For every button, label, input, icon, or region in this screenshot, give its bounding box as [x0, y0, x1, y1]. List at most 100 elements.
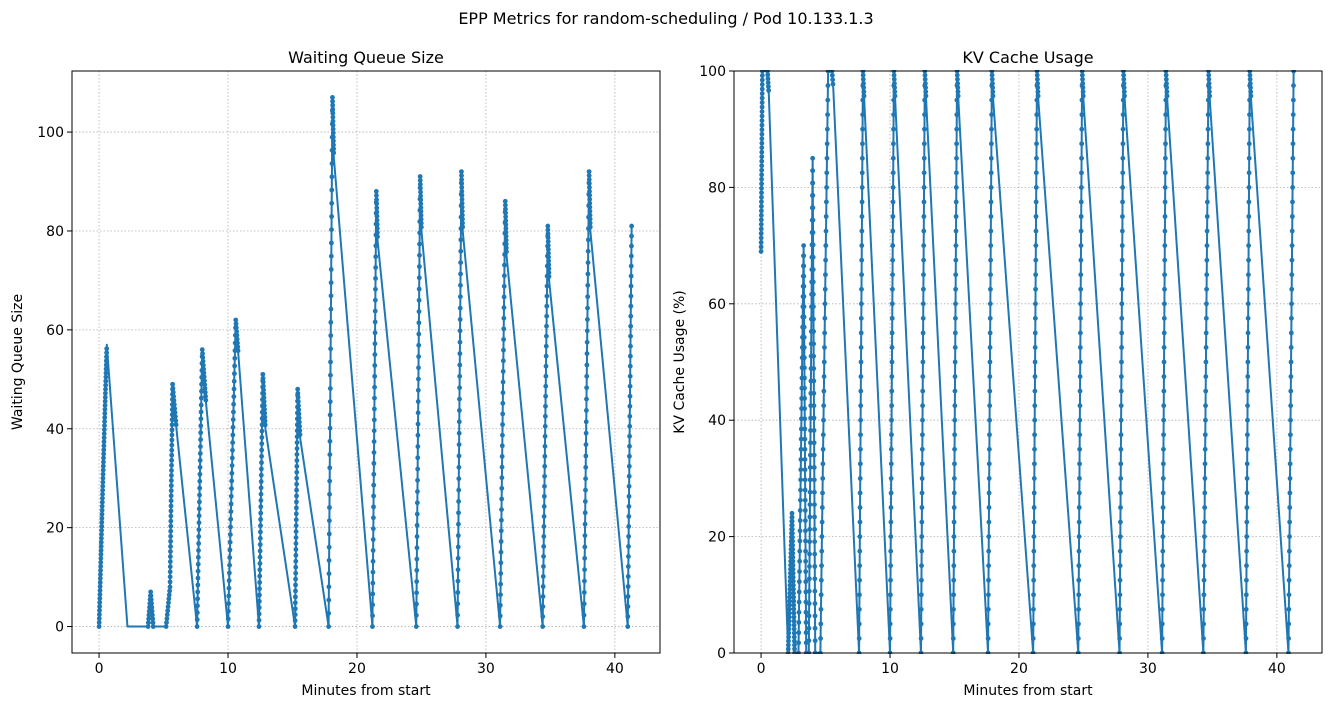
kv-cache-series-point: [1286, 636, 1292, 641]
waiting-queue-series-point: [541, 503, 547, 509]
kv-cache-series-point: [1290, 141, 1296, 147]
kv-cache-series-point: [1163, 72, 1169, 78]
kv-cache-series-point: [759, 122, 765, 128]
waiting-queue-series-point: [164, 616, 170, 622]
waiting-queue-series-point: [260, 371, 266, 377]
kv-cache-series-point: [953, 272, 959, 278]
waiting-queue-series-point: [200, 362, 206, 368]
kv-cache-series-point: [759, 140, 765, 146]
kv-cache-series-point: [808, 415, 814, 421]
waiting-queue-series-point: [293, 523, 299, 529]
kv-cache-series-point: [1032, 432, 1038, 438]
waiting-queue-series-point: [545, 246, 551, 252]
waiting-queue-series-point: [170, 381, 175, 387]
waiting-queue-series-point: [498, 539, 504, 544]
kv-cache-series-point: [860, 126, 865, 132]
kv-cache-series-point: [1032, 461, 1037, 467]
waiting-queue-series-point: [169, 422, 175, 428]
kv-cache-series-point: [1032, 330, 1038, 336]
waiting-queue-series-point: [104, 346, 110, 352]
kv-cache-series-point: [824, 126, 830, 132]
kv-cache-series-point: [922, 112, 927, 118]
kv-cache-series-point: [1204, 199, 1210, 205]
waiting-queue-series-point: [326, 624, 332, 629]
kv-cache-series-point: [806, 576, 812, 582]
kv-cache-series-point: [1289, 286, 1295, 292]
waiting-queue-series-point: [628, 253, 634, 259]
waiting-queue-series-point: [459, 173, 464, 178]
kv-cache-series-point: [802, 416, 808, 422]
waiting-queue-series-point: [457, 385, 462, 391]
waiting-queue-series-point: [541, 514, 547, 519]
waiting-queue-series-point: [628, 313, 634, 319]
kv-cache-series-point: [1246, 257, 1251, 263]
waiting-queue-series-point: [503, 229, 509, 235]
kv-cache-series-point: [1077, 476, 1082, 481]
waiting-queue-series-point: [168, 538, 173, 544]
waiting-queue-series-point: [374, 197, 379, 203]
waiting-queue-series-point: [194, 617, 200, 623]
kv-cache-series-point: [890, 286, 895, 292]
kv-cache-series-point: [806, 638, 812, 644]
kv-cache-series-point: [1164, 81, 1169, 86]
waiting-queue-series-point: [503, 222, 509, 228]
kv-cache-series-point: [1162, 185, 1168, 190]
kv-cache-series-point: [810, 267, 816, 273]
kv-cache-series-point: [759, 73, 765, 78]
waiting-queue-series-point: [329, 200, 335, 206]
waiting-queue-series-point: [172, 414, 178, 420]
kv-cache-series-point: [811, 316, 816, 322]
kv-cache-series-point: [858, 345, 864, 350]
waiting-queue-series-point: [457, 339, 463, 345]
waiting-queue-series-point: [327, 425, 333, 431]
kv-cache-series-point: [1118, 388, 1124, 394]
kv-cache-series-point: [987, 315, 993, 321]
waiting-queue-series-point: [168, 513, 174, 519]
waiting-queue-series-point: [459, 196, 465, 202]
waiting-queue-series-point: [627, 373, 633, 379]
waiting-queue-series-point: [455, 533, 461, 538]
kv-cache-series-point: [859, 243, 865, 249]
kv-cache-series-point: [1204, 228, 1210, 234]
waiting-queue-series-point: [328, 372, 333, 378]
waiting-queue-series-point: [583, 408, 589, 413]
kv-cache-series-point: [892, 89, 898, 95]
kv-cache-series-point: [986, 461, 992, 467]
kv-cache-series-point: [801, 243, 807, 249]
kv-cache-series-point: [1205, 185, 1210, 190]
kv-cache-series-point: [1121, 89, 1127, 95]
kv-cache-series-point: [823, 214, 829, 219]
waiting-queue-series-point: [257, 586, 262, 592]
kv-cache-series-point: [801, 283, 807, 289]
waiting-queue-series-point: [167, 584, 173, 590]
kv-cache-series-point: [1160, 577, 1165, 583]
kv-cache-series-point: [1119, 272, 1125, 278]
kv-cache-series-point: [758, 244, 764, 250]
kv-cache-series-point: [921, 243, 927, 249]
waiting-queue-series-point: [256, 617, 262, 623]
kv-cache-series-point: [890, 155, 896, 161]
waiting-queue-series-point: [629, 243, 634, 249]
waiting-queue-series-point: [542, 413, 548, 419]
kv-cache-series-point: [790, 570, 796, 576]
waiting-queue-series-point: [172, 410, 178, 415]
waiting-queue-series-point: [459, 204, 465, 210]
waiting-queue-series-point: [587, 224, 593, 230]
kv-cache-series-point: [785, 646, 791, 652]
kv-cache-series-point: [802, 446, 808, 452]
waiting-queue-series-point: [629, 233, 634, 239]
waiting-queue-series-point: [226, 578, 232, 583]
waiting-queue-series-point: [456, 408, 462, 413]
kv-cache-series-point: [758, 249, 764, 254]
waiting-queue-series-point: [228, 493, 234, 499]
kv-cache-series-point: [890, 170, 896, 176]
kv-cache-series-point: [1031, 519, 1037, 525]
kv-cache-series-point: [1290, 126, 1296, 132]
kv-cache-series-point: [791, 598, 797, 604]
kv-cache-series-point: [988, 199, 994, 205]
waiting-queue-series-point: [626, 524, 632, 529]
kv-cache-series-point: [922, 97, 928, 103]
kv-cache-series-point: [953, 315, 958, 321]
waiting-queue-series-point: [149, 612, 155, 618]
kv-cache-series-point: [1033, 301, 1038, 307]
